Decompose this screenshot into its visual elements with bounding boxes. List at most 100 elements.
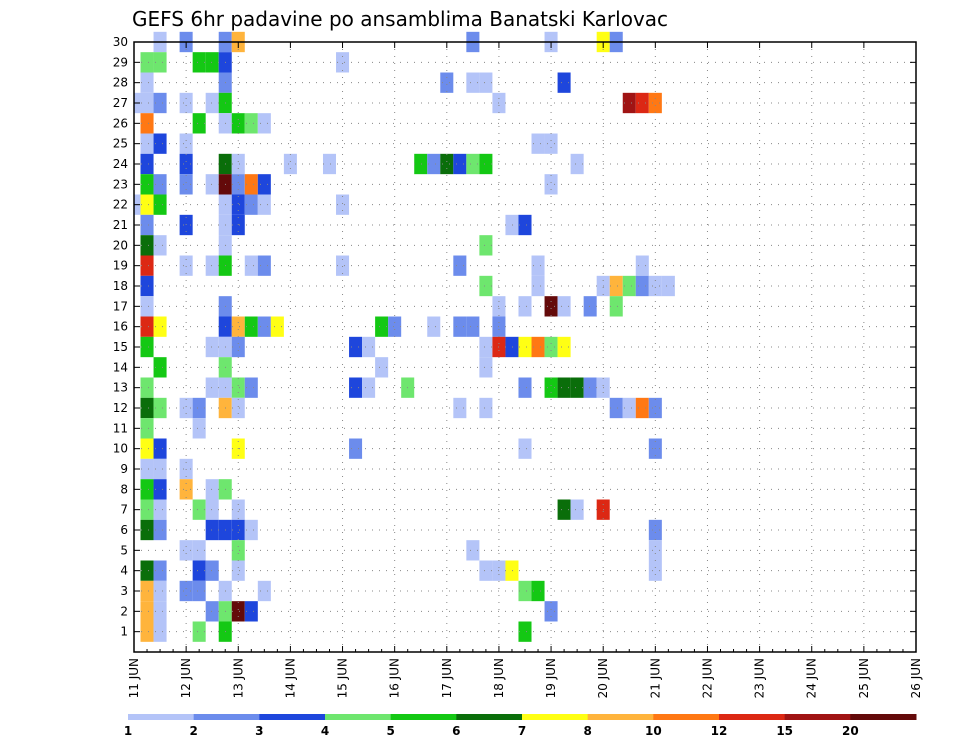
heatmap-cell [622, 92, 636, 114]
heatmap-cell [140, 601, 154, 622]
heatmap-cell [140, 377, 154, 398]
heatmap-cell [153, 316, 167, 337]
y-tick-label: 2 [120, 604, 128, 618]
y-tick-label: 21 [113, 218, 128, 232]
heatmap-cell [648, 540, 662, 561]
colorbar-label: 5 [386, 724, 394, 738]
heatmap-cell [153, 92, 167, 114]
heatmap-cell [453, 153, 467, 175]
x-tick-label: 18 JUN [492, 658, 506, 698]
heatmap-cell [622, 397, 636, 419]
heatmap-cell [544, 377, 558, 398]
x-tick-label: 20 JUN [596, 658, 610, 698]
y-tick-label: 25 [113, 137, 128, 151]
heatmap-cell [270, 316, 284, 337]
heatmap-cell [362, 336, 376, 358]
heatmap-cell [140, 194, 154, 215]
colorbar-swatch [850, 714, 917, 720]
heatmap-cell [257, 316, 271, 337]
heatmap-cell [244, 316, 258, 337]
heatmap-cell [179, 458, 193, 480]
heatmap-cell [635, 92, 649, 114]
colorbar-swatch [522, 714, 589, 720]
heatmap-cell [388, 316, 402, 337]
x-tick-label: 15 JUN [336, 658, 350, 698]
heatmap-cell [153, 479, 167, 500]
colorbar-label: 2 [189, 724, 197, 738]
y-axis-tick-labels: 1234567891011121314151617181920212223242… [113, 35, 128, 639]
heatmap-cell [635, 275, 649, 297]
heatmap-cell [257, 113, 271, 134]
heatmap-cell [153, 52, 167, 73]
heatmap-cell [453, 397, 467, 419]
heatmap-cell [375, 357, 389, 378]
heatmap-cell [140, 519, 154, 541]
heatmap-cell [179, 580, 193, 602]
colorbar-label: 7 [518, 724, 526, 738]
heatmap-cell [140, 235, 154, 256]
heatmap-cell [635, 397, 649, 419]
x-tick-label: 26 JUN [909, 658, 923, 698]
heatmap-cell [140, 316, 154, 337]
colorbar-swatch [784, 714, 851, 720]
heatmap-cell [140, 458, 154, 480]
y-tick-label: 1 [120, 625, 128, 639]
heatmap-cell [257, 255, 271, 276]
heatmap-cell [140, 92, 154, 114]
colorbar-label: 1 [124, 724, 132, 738]
heatmap-cell [505, 336, 519, 358]
colorbar-swatch [193, 714, 260, 720]
heatmap-cell [140, 52, 154, 73]
heatmap-cell [140, 275, 154, 297]
x-tick-label: 17 JUN [440, 658, 454, 698]
heatmap-cell [531, 133, 545, 154]
heatmap-cell [479, 336, 493, 358]
heatmap-cell [544, 174, 558, 195]
heatmap-cell [192, 418, 206, 439]
heatmap-cell [427, 316, 441, 337]
heatmap-cell [257, 194, 271, 215]
y-tick-label: 14 [113, 360, 128, 374]
x-tick-label: 12 JUN [179, 658, 193, 698]
heatmap-cell [583, 377, 597, 398]
colorbar-label: 20 [842, 724, 859, 738]
x-tick-label: 24 JUN [805, 658, 819, 698]
heatmap-cell [518, 296, 532, 317]
heatmap-cell [179, 133, 193, 154]
colorbar-label: 15 [776, 724, 793, 738]
heatmap-cell [557, 377, 571, 398]
heatmap-cell [362, 377, 376, 398]
heatmap-cell [153, 357, 167, 378]
heatmap-cell [192, 397, 206, 419]
heatmap-cell [153, 174, 167, 195]
x-tick-label: 23 JUN [753, 658, 767, 698]
x-tick-label: 25 JUN [857, 658, 871, 698]
y-tick-label: 12 [113, 401, 128, 415]
heatmap-cell [153, 194, 167, 215]
x-tick-label: 19 JUN [544, 658, 558, 698]
heatmap-cell [518, 580, 532, 602]
heatmap-cell [244, 601, 258, 622]
heatmap-cell [192, 621, 206, 642]
heatmap-cell [140, 479, 154, 500]
heatmap-cell [531, 336, 545, 358]
heatmap-cell [557, 296, 571, 317]
heatmap-cell [479, 275, 493, 297]
heatmap-cell [557, 336, 571, 358]
colorbar-swatch [259, 714, 326, 720]
colorbar-swatch [390, 714, 457, 720]
heatmap-cell [231, 397, 245, 419]
heatmap-cell [648, 275, 662, 297]
heatmap-cell [153, 519, 167, 541]
y-tick-label: 8 [120, 482, 128, 496]
y-tick-label: 7 [120, 503, 128, 517]
heatmap-cell [544, 133, 558, 154]
heatmap-cell [192, 580, 206, 602]
heatmap-cell [231, 601, 245, 622]
heatmap-cell [244, 377, 258, 398]
heatmap-cell [231, 153, 245, 175]
colorbar-swatch [128, 714, 195, 720]
colorbar-label: 3 [255, 724, 263, 738]
heatmap-cell [140, 214, 154, 236]
heatmap-cell [153, 458, 167, 480]
